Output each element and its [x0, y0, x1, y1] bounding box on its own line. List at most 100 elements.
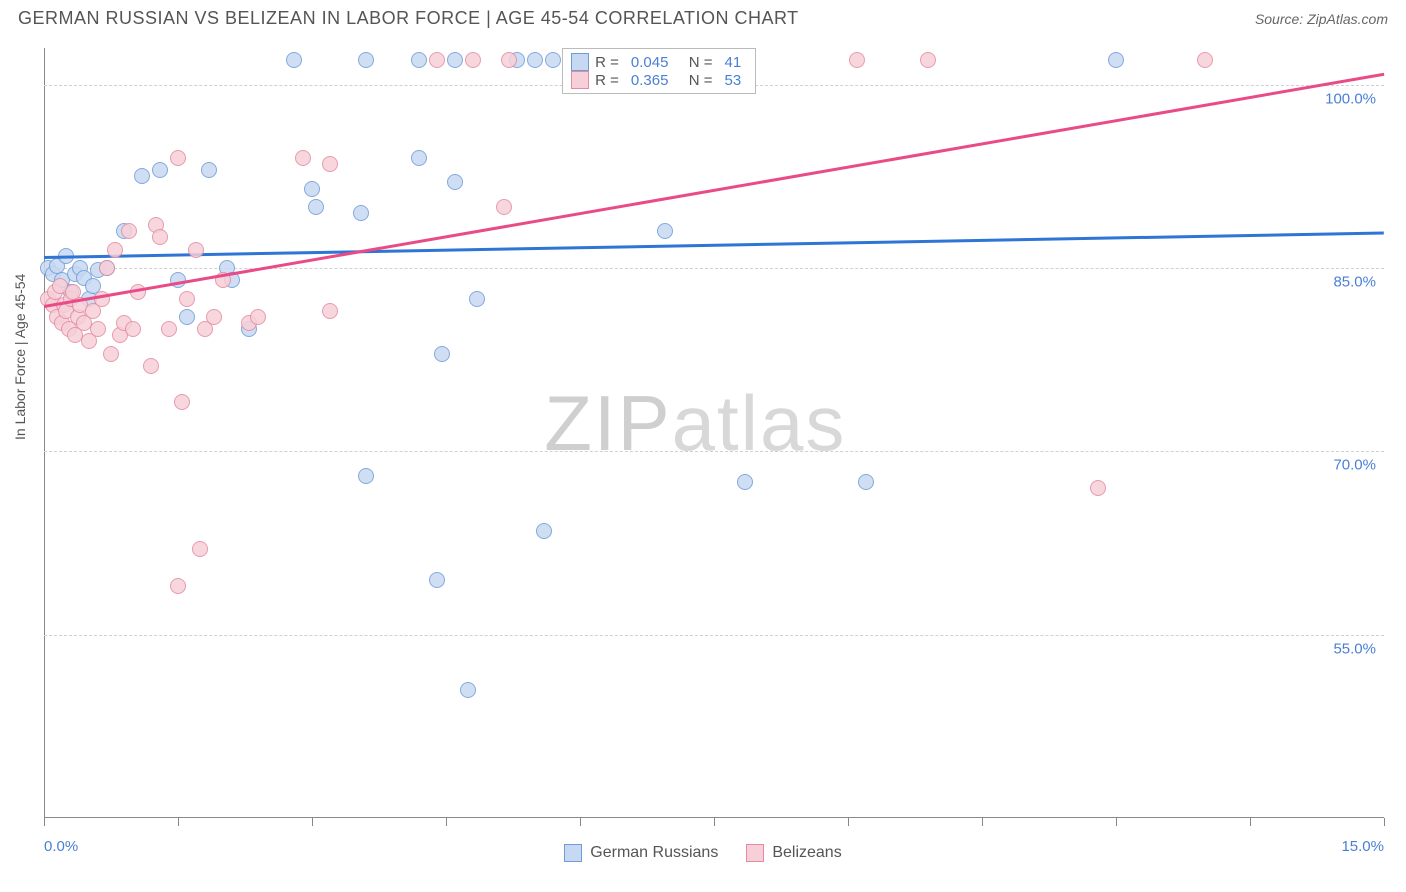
data-point — [1197, 52, 1213, 68]
data-point — [358, 52, 374, 68]
data-point — [170, 578, 186, 594]
r-label: R = — [595, 72, 619, 89]
r-value: 0.045 — [631, 54, 669, 71]
data-point — [527, 52, 543, 68]
data-point — [121, 223, 137, 239]
data-point — [411, 150, 427, 166]
legend-item-german-russians: German Russians — [564, 844, 718, 862]
y-tick-label: 55.0% — [1333, 640, 1376, 657]
data-point — [304, 181, 320, 197]
data-point — [545, 52, 561, 68]
n-label: N = — [680, 54, 712, 71]
legend-stats-row: R = 0.365 N = 53 — [571, 71, 747, 89]
data-point — [174, 394, 190, 410]
data-point — [206, 309, 222, 325]
x-tick — [714, 818, 715, 826]
data-point — [1108, 52, 1124, 68]
data-point — [657, 223, 673, 239]
data-point — [460, 682, 476, 698]
data-point — [1090, 480, 1106, 496]
x-tick — [178, 818, 179, 826]
legend-bottom: German Russians Belizeans — [0, 844, 1406, 862]
gridline — [44, 635, 1384, 636]
x-tick — [1250, 818, 1251, 826]
x-tick — [312, 818, 313, 826]
x-tick — [982, 818, 983, 826]
legend-swatch-icon — [571, 71, 589, 89]
data-point — [322, 303, 338, 319]
data-point — [143, 358, 159, 374]
data-point — [429, 572, 445, 588]
data-point — [536, 523, 552, 539]
y-axis-label: In Labor Force | Age 45-54 — [12, 274, 28, 440]
data-point — [322, 156, 338, 172]
y-tick-label: 85.0% — [1333, 274, 1376, 291]
data-point — [920, 52, 936, 68]
data-point — [90, 321, 106, 337]
data-point — [447, 52, 463, 68]
data-point — [152, 162, 168, 178]
gridline — [44, 268, 1384, 269]
data-point — [107, 242, 123, 258]
data-point — [411, 52, 427, 68]
data-point — [501, 52, 517, 68]
data-point — [134, 168, 150, 184]
data-point — [161, 321, 177, 337]
x-tick — [1384, 818, 1385, 826]
y-tick-label: 100.0% — [1325, 90, 1376, 107]
data-point — [496, 199, 512, 215]
legend-swatch-icon — [571, 53, 589, 71]
data-point — [358, 468, 374, 484]
x-tick — [44, 818, 45, 826]
r-value: 0.365 — [631, 72, 669, 89]
data-point — [188, 242, 204, 258]
chart-title: GERMAN RUSSIAN VS BELIZEAN IN LABOR FORC… — [18, 8, 799, 29]
data-point — [170, 150, 186, 166]
data-point — [353, 205, 369, 221]
legend-swatch-icon — [564, 844, 582, 862]
legend-label: Belizeans — [772, 844, 841, 862]
r-label: R = — [595, 54, 619, 71]
data-point — [469, 291, 485, 307]
data-point — [201, 162, 217, 178]
data-point — [179, 309, 195, 325]
legend-stats: R = 0.045 N = 41R = 0.365 N = 53 — [562, 48, 756, 94]
x-tick — [580, 818, 581, 826]
legend-item-belizeans: Belizeans — [746, 844, 841, 862]
data-point — [103, 346, 119, 362]
data-point — [429, 52, 445, 68]
legend-stats-row: R = 0.045 N = 41 — [571, 53, 747, 71]
source-attribution: Source: ZipAtlas.com — [1255, 11, 1388, 27]
data-point — [295, 150, 311, 166]
data-point — [434, 346, 450, 362]
scatter-plot: 55.0% 70.0% 85.0% 100.0% ZIPatlas R = 0.045 N… — [44, 48, 1384, 818]
data-point — [250, 309, 266, 325]
data-point — [99, 260, 115, 276]
data-point — [465, 52, 481, 68]
data-point — [737, 474, 753, 490]
trend-line — [44, 72, 1384, 307]
data-point — [849, 52, 865, 68]
legend-label: German Russians — [590, 844, 718, 862]
n-value: 41 — [725, 54, 742, 71]
data-point — [152, 229, 168, 245]
data-point — [447, 174, 463, 190]
x-tick — [446, 818, 447, 826]
x-tick — [1116, 818, 1117, 826]
x-tick — [848, 818, 849, 826]
y-tick-label: 70.0% — [1333, 457, 1376, 474]
data-point — [125, 321, 141, 337]
data-point — [858, 474, 874, 490]
n-label: N = — [680, 72, 712, 89]
title-bar: GERMAN RUSSIAN VS BELIZEAN IN LABOR FORC… — [0, 0, 1406, 41]
legend-swatch-icon — [746, 844, 764, 862]
data-point — [308, 199, 324, 215]
gridline — [44, 451, 1384, 452]
trend-line — [44, 231, 1384, 258]
n-value: 53 — [725, 72, 742, 89]
data-point — [192, 541, 208, 557]
watermark: ZIPatlas — [544, 378, 846, 469]
data-point — [179, 291, 195, 307]
y-axis-line — [44, 48, 45, 818]
data-point — [286, 52, 302, 68]
